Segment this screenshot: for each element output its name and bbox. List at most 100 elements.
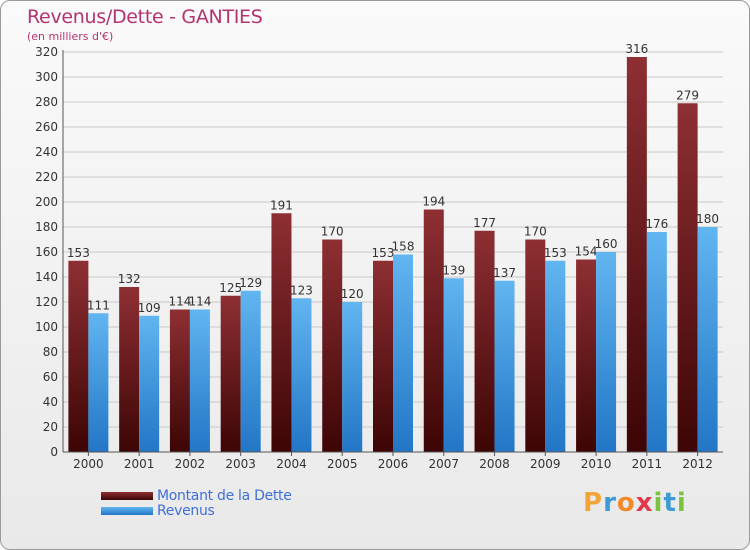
data-label-debt: 114 — [168, 295, 191, 309]
x-tick-label: 2003 — [225, 457, 256, 471]
data-label-debt: 153 — [372, 246, 395, 260]
x-tick-label: 2002 — [175, 457, 206, 471]
logo-letter: r — [603, 488, 617, 518]
logo-letter: i — [653, 488, 664, 518]
x-tick-label: 2011 — [632, 457, 663, 471]
bar-revenue — [545, 260, 566, 452]
logo-letter: o — [616, 488, 636, 518]
data-label-revenue: 123 — [290, 283, 313, 297]
y-tick-label: 320 — [35, 45, 58, 59]
y-tick-label: 260 — [35, 120, 58, 134]
legend-swatch-debt — [101, 491, 153, 500]
bar-debt — [271, 213, 292, 452]
data-label-revenue: 176 — [645, 217, 668, 231]
y-tick-label: 120 — [35, 295, 58, 309]
bar-debt — [322, 239, 343, 452]
bar-debt — [525, 239, 546, 452]
y-tick-label: 240 — [35, 145, 58, 159]
legend-item-revenue: Revenus — [101, 502, 292, 519]
x-tick-label: 2005 — [327, 457, 358, 471]
logo-letter: x — [635, 488, 654, 518]
chart-title: Revenus/Dette - GANTIES — [27, 6, 263, 28]
y-axis-labels: 0 20 40 60 80 100 120 140 160 180 200 220 240 260 280 3… — [35, 45, 58, 459]
data-label-revenue: 137 — [493, 266, 516, 280]
legend: Montant de la Dette Revenus — [101, 487, 292, 519]
x-tick-label: 2010 — [581, 457, 612, 471]
bar-debt — [119, 287, 140, 452]
y-tick-label: 60 — [43, 370, 58, 384]
bar-revenue — [342, 302, 363, 452]
chart-subtitle: (en milliers d'€) — [27, 30, 114, 43]
y-tick-label: 40 — [43, 395, 58, 409]
data-label-revenue: 158 — [392, 240, 415, 254]
bar-revenue — [494, 280, 515, 452]
bar-revenue — [596, 252, 617, 452]
x-tick-label: 2007 — [428, 457, 459, 471]
data-label-revenue: 153 — [544, 246, 567, 260]
data-label-revenue: 111 — [87, 298, 110, 312]
y-tick-label: 100 — [35, 320, 58, 334]
data-label-debt: 316 — [625, 42, 648, 56]
bar-revenue — [393, 254, 413, 452]
y-tick-label: 300 — [35, 70, 58, 84]
bar-debt — [423, 209, 444, 452]
x-tick-label: 2012 — [682, 457, 713, 471]
bar-revenue — [443, 278, 464, 452]
x-tick-label: 2006 — [378, 457, 409, 471]
y-tick-label: 80 — [43, 345, 58, 359]
logo-letter: P — [583, 488, 604, 518]
data-label-debt: 154 — [575, 245, 598, 259]
bar-revenue — [697, 227, 718, 452]
logo-letter: i — [676, 488, 687, 518]
legend-label-debt: Montant de la Dette — [157, 487, 292, 504]
data-label-debt: 194 — [422, 195, 445, 209]
data-label-revenue: 120 — [341, 287, 364, 301]
data-label-debt: 132 — [118, 272, 141, 286]
y-tick-label: 0 — [50, 445, 58, 459]
y-tick-label: 20 — [43, 420, 58, 434]
bar-revenue — [240, 290, 261, 452]
y-tick-label: 160 — [35, 245, 58, 259]
data-label-debt: 191 — [270, 198, 293, 212]
x-tick-label: 2000 — [73, 457, 104, 471]
data-label-revenue: 139 — [442, 263, 465, 277]
data-label-revenue: 180 — [696, 212, 719, 226]
bar-debt — [576, 259, 597, 452]
y-tick-label: 220 — [35, 170, 58, 184]
y-tick-label: 200 — [35, 195, 58, 209]
bar-revenue — [88, 313, 109, 452]
y-tick-label: 280 — [35, 95, 58, 109]
data-label-debt: 153 — [67, 246, 90, 260]
bar-debt — [220, 295, 241, 452]
x-axis-labels: 2000 2001 2002 2003 2004 2005 2006 2007 2008 2009… — [73, 452, 713, 471]
bar-debt — [626, 57, 647, 452]
bar-debt — [677, 103, 698, 452]
bar-debt — [68, 260, 89, 452]
data-label-debt: 279 — [676, 88, 699, 102]
data-label-debt: 170 — [321, 225, 344, 239]
legend-swatch-revenue — [101, 506, 153, 515]
proxiti-logo: Proxiti — [583, 488, 687, 518]
axes — [62, 50, 723, 453]
data-label-debt: 125 — [219, 281, 242, 295]
data-label-revenue: 114 — [188, 295, 211, 309]
data-label-revenue: 160 — [595, 237, 618, 251]
bar-debt — [373, 260, 393, 452]
data-label-debt: 170 — [524, 225, 547, 239]
legend-item-debt: Montant de la Dette — [101, 487, 292, 504]
x-tick-label: 2004 — [276, 457, 307, 471]
bar-debt — [474, 230, 495, 452]
bar-debt — [169, 309, 190, 452]
x-tick-label: 2009 — [530, 457, 561, 471]
y-tick-label: 140 — [35, 270, 58, 284]
x-tick-label: 2001 — [124, 457, 155, 471]
data-label-revenue: 129 — [239, 276, 262, 290]
bar-revenue — [139, 315, 160, 452]
data-label-debt: 177 — [473, 216, 496, 230]
bar-revenue — [646, 232, 667, 452]
x-tick-label: 2008 — [479, 457, 510, 471]
legend-label-revenue: Revenus — [157, 502, 215, 519]
